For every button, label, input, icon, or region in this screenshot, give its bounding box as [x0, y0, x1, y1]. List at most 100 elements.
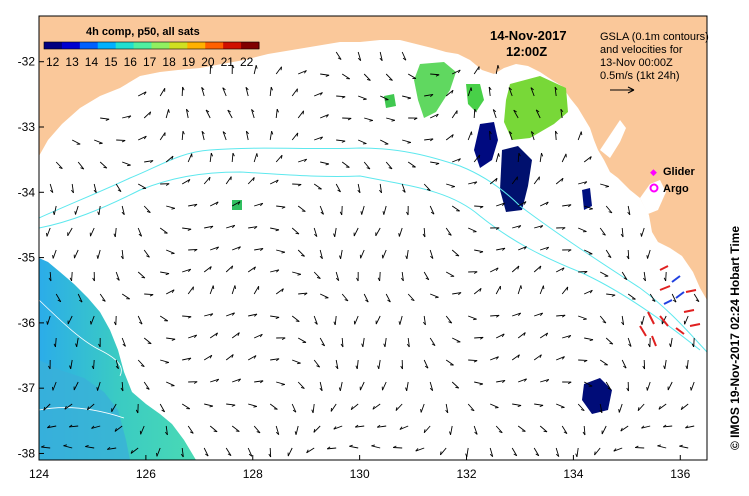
- velocity-arrow: [209, 201, 219, 207]
- velocity-arrow-head: [232, 224, 236, 229]
- velocity-arrow: [181, 403, 191, 410]
- velocity-arrow: [137, 227, 143, 237]
- velocity-arrow-head: [634, 445, 639, 449]
- velocity-arrow: [599, 315, 607, 324]
- velocity-arrow: [314, 92, 323, 97]
- colorbar-swatch: [61, 42, 81, 49]
- velocity-arrow: [429, 249, 434, 259]
- velocity-arrow-head: [260, 248, 264, 252]
- velocity-arrow-head: [502, 247, 506, 251]
- velocity-arrow: [627, 293, 636, 300]
- velocity-arrow: [620, 425, 629, 432]
- velocity-arrow: [377, 425, 387, 428]
- velocity-arrow-head: [319, 387, 323, 392]
- velocity-arrow-head: [628, 343, 632, 347]
- velocity-arrow: [313, 359, 321, 368]
- velocity-arrow: [685, 425, 695, 429]
- velocity-arrow: [247, 177, 255, 185]
- velocity-arrow: [533, 265, 542, 273]
- velocity-arrow: [275, 425, 280, 435]
- velocity-arrow-head: [620, 427, 623, 432]
- velocity-arrow: [372, 403, 381, 410]
- velocity-arrow-head: [115, 365, 119, 370]
- velocity-arrow: [188, 334, 197, 339]
- velocity-arrow: [353, 227, 359, 237]
- velocity-arrow-head: [607, 387, 612, 391]
- velocity-arrow-head: [333, 426, 337, 430]
- velocity-arrow: [627, 205, 631, 215]
- velocity-arrow: [251, 109, 255, 119]
- velocity-arrow-head: [388, 167, 393, 170]
- velocity-arrow: [583, 381, 593, 387]
- velocity-arrow-head: [128, 115, 132, 119]
- velocity-arrow-head: [680, 406, 683, 410]
- velocity-arrow-head: [543, 430, 548, 433]
- velocity-arrow-head: [339, 255, 342, 260]
- velocity-arrow: [401, 51, 407, 61]
- velocity-arrow: [474, 205, 484, 208]
- velocity-arrow-head: [85, 444, 89, 447]
- velocity-arrow-head: [259, 333, 263, 338]
- velocity-arrow-head: [275, 179, 279, 184]
- velocity-arrow: [291, 88, 298, 97]
- velocity-arrow: [621, 227, 624, 237]
- velocity-arrow: [339, 381, 343, 391]
- velocity-arrow-head: [337, 57, 342, 60]
- velocity-arrow: [254, 202, 263, 207]
- velocity-arrow-head: [281, 288, 284, 293]
- velocity-arrow: [130, 447, 139, 454]
- velocity-arrow-head: [545, 332, 549, 337]
- velocity-arrow-head: [48, 277, 52, 282]
- velocity-arrow-head: [623, 365, 627, 369]
- velocity-arrow: [359, 381, 365, 391]
- velocity-arrow-head: [435, 74, 440, 77]
- velocity-arrow: [276, 205, 286, 208]
- velocity-arrow-head: [479, 336, 484, 340]
- velocity-arrow: [490, 356, 499, 361]
- velocity-arrow: [354, 315, 359, 325]
- velocity-arrow-head: [187, 228, 192, 231]
- velocity-arrow-head: [561, 267, 565, 271]
- velocity-arrow: [41, 446, 51, 449]
- velocity-arrow: [643, 271, 646, 281]
- velocity-arrow: [187, 153, 193, 163]
- velocity-arrow-head: [669, 343, 672, 348]
- velocity-arrow: [474, 336, 484, 339]
- velocity-arrow: [247, 266, 256, 273]
- velocity-arrow-head: [539, 354, 542, 359]
- velocity-arrow: [159, 227, 168, 234]
- velocity-arrow: [386, 117, 395, 121]
- velocity-arrow: [671, 293, 677, 303]
- velocity-arrow-head: [63, 444, 67, 447]
- velocity-arrow: [379, 183, 383, 193]
- velocity-arrow: [70, 359, 73, 369]
- velocity-arrow: [182, 315, 192, 318]
- velocity-arrow-head: [270, 86, 273, 91]
- velocity-arrow-head: [78, 299, 83, 303]
- velocity-arrow-head: [445, 409, 449, 414]
- velocity-arrow-head: [474, 181, 478, 185]
- velocity-arrow: [232, 378, 241, 383]
- velocity-arrow: [670, 337, 673, 347]
- velocity-arrow: [85, 446, 95, 449]
- velocity-arrow-head: [474, 108, 477, 113]
- velocity-arrow-head: [479, 383, 484, 386]
- velocity-arrow: [341, 161, 350, 168]
- sst-patch-blue-3: [582, 188, 592, 210]
- velocity-arrow: [429, 381, 434, 391]
- velocity-arrow: [140, 425, 145, 435]
- velocity-arrow-head: [429, 387, 433, 391]
- velocity-arrow: [420, 403, 425, 413]
- velocity-arrow-head: [642, 365, 645, 370]
- velocity-arrow-head: [231, 64, 235, 69]
- velocity-arrow-head: [150, 160, 154, 164]
- velocity-arrow-head: [407, 141, 411, 144]
- velocity-arrow: [93, 359, 95, 370]
- velocity-arrow-head: [316, 365, 320, 368]
- velocity-arrow-head: [237, 246, 241, 250]
- velocity-arrow-head: [212, 285, 215, 290]
- sst-patch-green-2: [466, 84, 484, 112]
- velocity-arrow-head: [415, 448, 419, 452]
- velocity-arrow-head: [186, 108, 190, 113]
- velocity-arrow: [539, 201, 549, 207]
